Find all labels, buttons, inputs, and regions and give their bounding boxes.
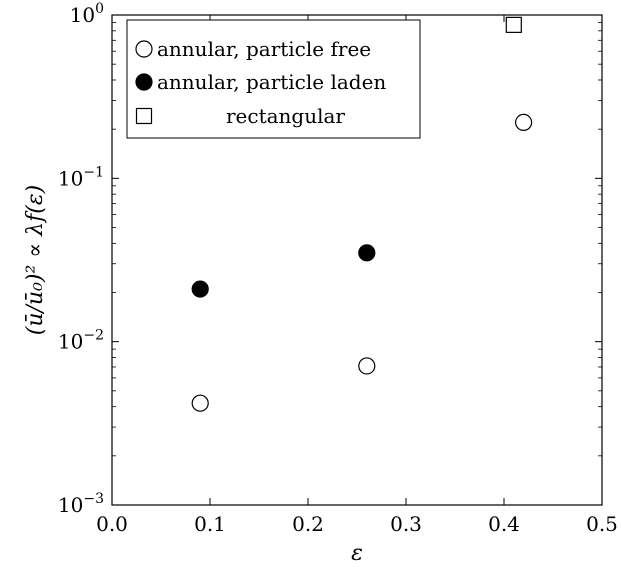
data-point-rectangular <box>505 16 522 33</box>
x-tick-labels: 0.0 0.1 0.2 0.3 0.4 0.5 <box>96 512 618 536</box>
legend-label-particle-free: annular, particle free <box>157 37 371 61</box>
x-tick-label: 0.2 <box>292 512 324 536</box>
data-point-particle-free <box>191 394 209 412</box>
legend-box <box>126 19 421 139</box>
legend: annular, particle free annular, particle… <box>126 19 421 139</box>
y-tick-label: 10−3 <box>58 491 104 517</box>
legend-marker-open-circle <box>135 40 153 58</box>
y-tick-labels: 100 10−1 10−2 10−3 <box>58 1 104 517</box>
data-points <box>191 16 533 412</box>
y-axis-label: (ū/ū₀)² ∝ λf(ε) <box>23 185 48 336</box>
data-point-particle-free <box>358 357 376 375</box>
plot-area <box>111 14 603 506</box>
y-tick-label: 10−1 <box>58 164 104 190</box>
data-point-particle-laden <box>191 280 209 298</box>
legend-marker <box>135 40 153 58</box>
x-tick-label: 0.1 <box>194 512 226 536</box>
x-axis-label: ε <box>351 541 363 566</box>
legend-marker <box>135 73 153 91</box>
data-point-particle-free <box>514 113 533 132</box>
x-tick-label: 0.0 <box>96 512 128 536</box>
legend-marker <box>135 107 153 125</box>
y-tick-label: 100 <box>70 1 104 27</box>
data-point-particle-laden <box>358 244 376 262</box>
legend-marker-open-square <box>135 107 153 125</box>
x-tick-label: 0.4 <box>488 512 520 536</box>
legend-label-particle-laden: annular, particle laden <box>157 70 386 94</box>
x-tick-label: 0.3 <box>390 512 422 536</box>
y-tick-label: 10−2 <box>58 328 104 354</box>
x-tick-label: 0.5 <box>586 512 618 536</box>
legend-marker-filled-circle <box>135 73 153 91</box>
legend-label-rectangular: rectangular <box>226 104 345 128</box>
